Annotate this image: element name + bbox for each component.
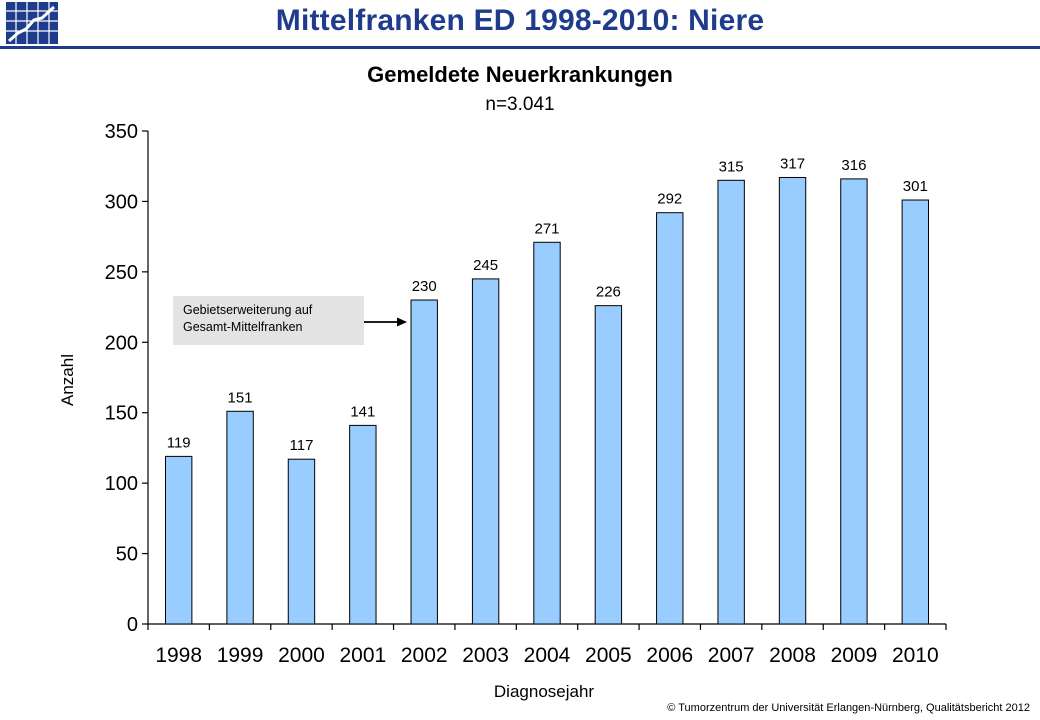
- chart-title: Gemeldete Neuerkrankungen: [367, 62, 673, 87]
- header-divider: [0, 46, 1040, 49]
- data-label-1999: 151: [228, 389, 253, 406]
- bar-2008: [778, 176, 807, 625]
- data-label-2007: 315: [719, 158, 744, 175]
- y-tick-label: 100: [105, 473, 138, 495]
- data-label-2001: 141: [350, 403, 375, 420]
- x-tick-label-2008: 2008: [769, 644, 816, 667]
- bar-2001: [349, 424, 377, 625]
- bar-2002: [410, 299, 438, 625]
- data-label-2005: 226: [596, 284, 621, 301]
- data-label-2009: 316: [841, 157, 866, 174]
- annotation-box: Gebietserweiterung auf Gesamt-Mittelfran…: [173, 296, 364, 345]
- x-tick-label-2002: 2002: [401, 644, 448, 667]
- bar-1999: [226, 410, 254, 625]
- data-label-2004: 271: [534, 220, 559, 237]
- bar-2005: [594, 305, 623, 625]
- x-tick-label-2009: 2009: [831, 644, 878, 667]
- y-tick-label: 150: [105, 403, 138, 425]
- x-tick-label-2000: 2000: [278, 644, 325, 667]
- data-label-2002: 230: [412, 278, 437, 295]
- y-tick-label: 200: [105, 332, 138, 354]
- x-tick-label-2010: 2010: [892, 644, 939, 667]
- chart-subtitle: n=3.041: [485, 94, 555, 115]
- annotation-line-1: Gebietserweiterung auf: [183, 303, 313, 317]
- bar-2004: [533, 241, 561, 625]
- bar-2003: [471, 278, 500, 625]
- bar-2006: [656, 212, 684, 625]
- page-title: Mittelfranken ED 1998-2010: Niere: [275, 4, 765, 37]
- x-tick-label-1999: 1999: [217, 644, 264, 667]
- bar-1998: [164, 455, 193, 625]
- y-tick-label: 350: [105, 121, 138, 143]
- data-label-2006: 292: [657, 191, 682, 208]
- y-axis-title: Anzahl: [58, 354, 77, 406]
- x-tick-label-2003: 2003: [462, 644, 509, 667]
- y-tick-label: 0: [127, 614, 138, 636]
- y-tick-label: 300: [105, 191, 138, 213]
- data-label-2010: 301: [903, 178, 928, 195]
- x-tick-label-1998: 1998: [155, 644, 202, 667]
- x-tick-label-2001: 2001: [339, 644, 386, 667]
- data-label-1998: 119: [167, 434, 191, 451]
- bar-2007: [717, 179, 745, 625]
- y-tick-label: 50: [116, 544, 138, 566]
- x-tick-label-2007: 2007: [708, 644, 755, 667]
- x-tick-label-2004: 2004: [524, 644, 571, 667]
- bar-2000: [287, 458, 316, 625]
- annotation-line-2: Gesamt-Mittelfranken: [183, 320, 303, 334]
- bar-2010: [901, 199, 930, 625]
- y-tick-label: 250: [105, 262, 138, 284]
- x-tick-label-2005: 2005: [585, 644, 632, 667]
- x-axis-title: Diagnosejahr: [494, 682, 595, 701]
- x-tick-label-2006: 2006: [646, 644, 693, 667]
- footer-credit: © Tumorzentrum der Universität Erlangen-…: [667, 702, 1030, 714]
- annotation-arrow-head: [397, 317, 408, 327]
- bar-2009: [840, 178, 868, 625]
- data-label-2003: 245: [473, 257, 498, 274]
- data-label-2000: 117: [290, 437, 314, 454]
- chart-grid-logo-icon: [6, 2, 58, 44]
- data-label-2008: 317: [780, 155, 805, 172]
